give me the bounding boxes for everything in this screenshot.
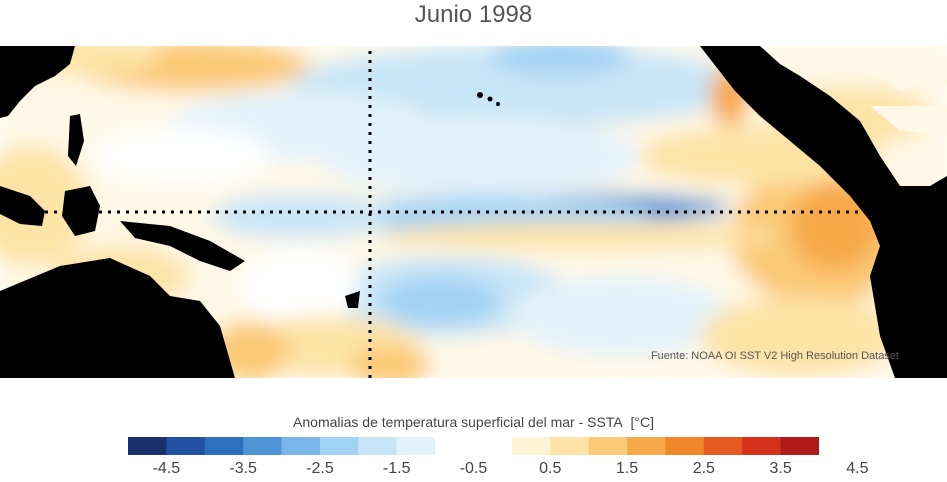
philippines-island — [68, 114, 84, 166]
hawaii-island-2 — [487, 96, 493, 102]
gulf-of-mexico — [800, 56, 947, 91]
data-source-credit: Fuente: NOAA OI SST V2 High Resolution D… — [650, 350, 899, 362]
colorbar-swatch — [703, 437, 743, 455]
new-guinea-island — [120, 221, 245, 271]
colorbar-swatch — [665, 437, 705, 455]
colorbar-tick-label: 3.5 — [769, 460, 792, 477]
colorbar-ticks: -4.5 -3.5 -2.5 -1.5 -0.5 0.5 1.5 2.5 3.5 4.5 — [0, 460, 947, 482]
colorbar — [128, 437, 819, 455]
colorbar-tick-label: -0.5 — [459, 460, 488, 477]
asia-landmass — [0, 46, 75, 118]
sumatra-island — [0, 186, 45, 226]
colorbar-label: Anomalias de temperatura superficial del… — [293, 414, 623, 430]
colorbar-swatch — [243, 437, 283, 455]
colorbar-tick-label: -3.5 — [229, 460, 257, 477]
colorbar-swatch — [780, 437, 819, 455]
caribbean-sea — [870, 106, 947, 136]
map-title: Junio 1998 — [414, 1, 533, 28]
hawaii-island-1 — [477, 92, 483, 98]
colorbar-tick-label: 0.5 — [539, 460, 562, 477]
colorbar-swatch — [128, 437, 167, 455]
australia-landmass — [0, 258, 235, 378]
colorbar-swatch — [396, 437, 436, 455]
colorbar-title: Anomalias de temperatura superficial del… — [0, 414, 947, 430]
colorbar-units: [°C] — [630, 414, 654, 430]
colorbar-tick-label: -1.5 — [382, 460, 411, 477]
colorbar-swatch — [281, 437, 321, 455]
colorbar-swatch — [511, 437, 551, 455]
colorbar-swatch — [435, 437, 474, 455]
colorbar-tick-label: 4.5 — [846, 460, 869, 477]
hawaii-island-3 — [496, 102, 500, 106]
colorbar-swatch — [319, 437, 359, 455]
sst-anomaly-map — [0, 46, 947, 378]
fiji-island — [345, 291, 360, 308]
colorbar-swatch — [473, 437, 513, 455]
colorbar-tick-label: -2.5 — [306, 460, 334, 477]
colorbar-swatch — [742, 437, 782, 455]
colorbar-swatch — [166, 437, 206, 455]
colorbar-swatch — [627, 437, 666, 455]
colorbar-swatch — [358, 437, 398, 455]
land-masses — [0, 46, 947, 378]
colorbar-tick-label: -4.5 — [152, 460, 181, 477]
colorbar-tick-label: 1.5 — [615, 460, 639, 477]
colorbar-tick-label: 2.5 — [692, 460, 715, 477]
colorbar-swatch — [550, 437, 590, 455]
colorbar-swatch — [588, 437, 628, 455]
americas-landmass — [700, 46, 947, 378]
colorbar-swatch — [204, 437, 244, 455]
